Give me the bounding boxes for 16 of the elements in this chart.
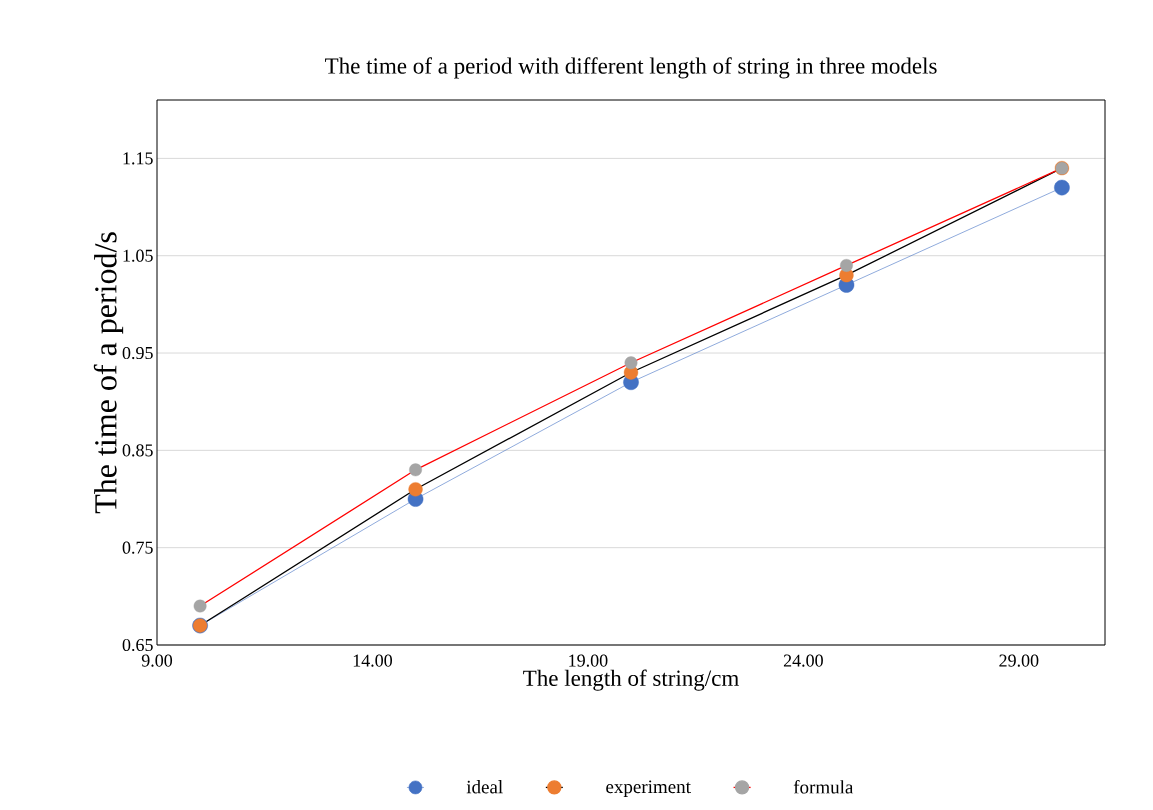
y-tick-label: 0.85 bbox=[122, 444, 153, 457]
x-axis-title: The length of string/cm bbox=[523, 669, 739, 691]
y-tick-label: 1.15 bbox=[123, 152, 153, 165]
chart-title: The time of a period with different length of string in three models bbox=[325, 57, 937, 79]
y-tick-label: 0.65 bbox=[122, 638, 153, 652]
x-tick-label: 24.00 bbox=[783, 654, 823, 667]
legend-label: formula bbox=[793, 779, 854, 794]
legend-label: ideal bbox=[466, 780, 503, 794]
y-tick-label: 0.75 bbox=[122, 541, 153, 554]
x-tick-label: 14.00 bbox=[353, 654, 393, 667]
y-tick-label: 1.05 bbox=[123, 249, 153, 262]
y-tick-label: 0.95 bbox=[122, 346, 153, 360]
x-tick-label: 9.00 bbox=[141, 654, 173, 667]
x-tick-label: 19.00 bbox=[569, 654, 608, 667]
legend-label: experiment bbox=[606, 780, 691, 798]
x-tick-label: 29.00 bbox=[999, 654, 1039, 667]
